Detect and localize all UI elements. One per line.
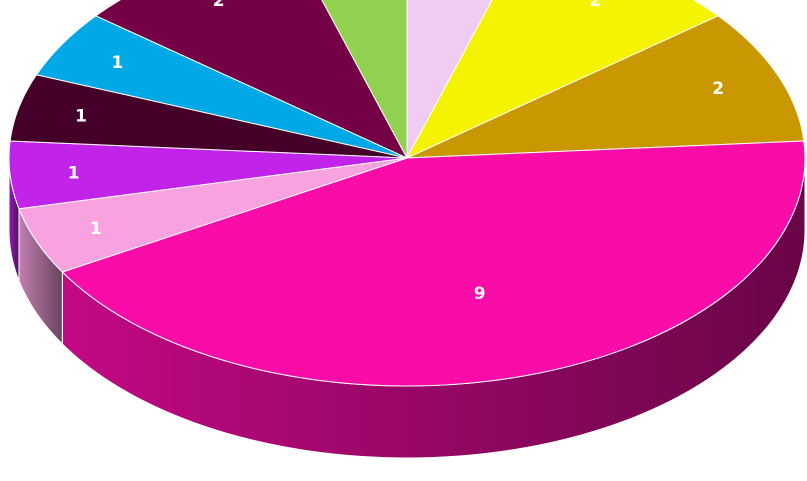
slice-label-1: 2 xyxy=(589,0,601,11)
slice-label-3: 9 xyxy=(474,284,486,304)
slice-8 xyxy=(95,0,408,159)
slice-label-5: 1 xyxy=(68,163,80,183)
slice-2 xyxy=(406,15,805,159)
slice-label-7: 1 xyxy=(112,53,124,73)
slice-0 xyxy=(406,0,493,159)
slice-label-8: 2 xyxy=(213,0,225,11)
pie-tops xyxy=(8,0,806,387)
slice-label-6: 1 xyxy=(75,106,87,126)
slice-3 xyxy=(61,140,806,387)
pie-labels: 1229111121 xyxy=(68,0,724,304)
slice-label-2: 2 xyxy=(712,79,724,99)
slice-1 xyxy=(406,0,719,159)
slice-9 xyxy=(321,0,408,159)
slice-label-4: 1 xyxy=(90,219,102,239)
